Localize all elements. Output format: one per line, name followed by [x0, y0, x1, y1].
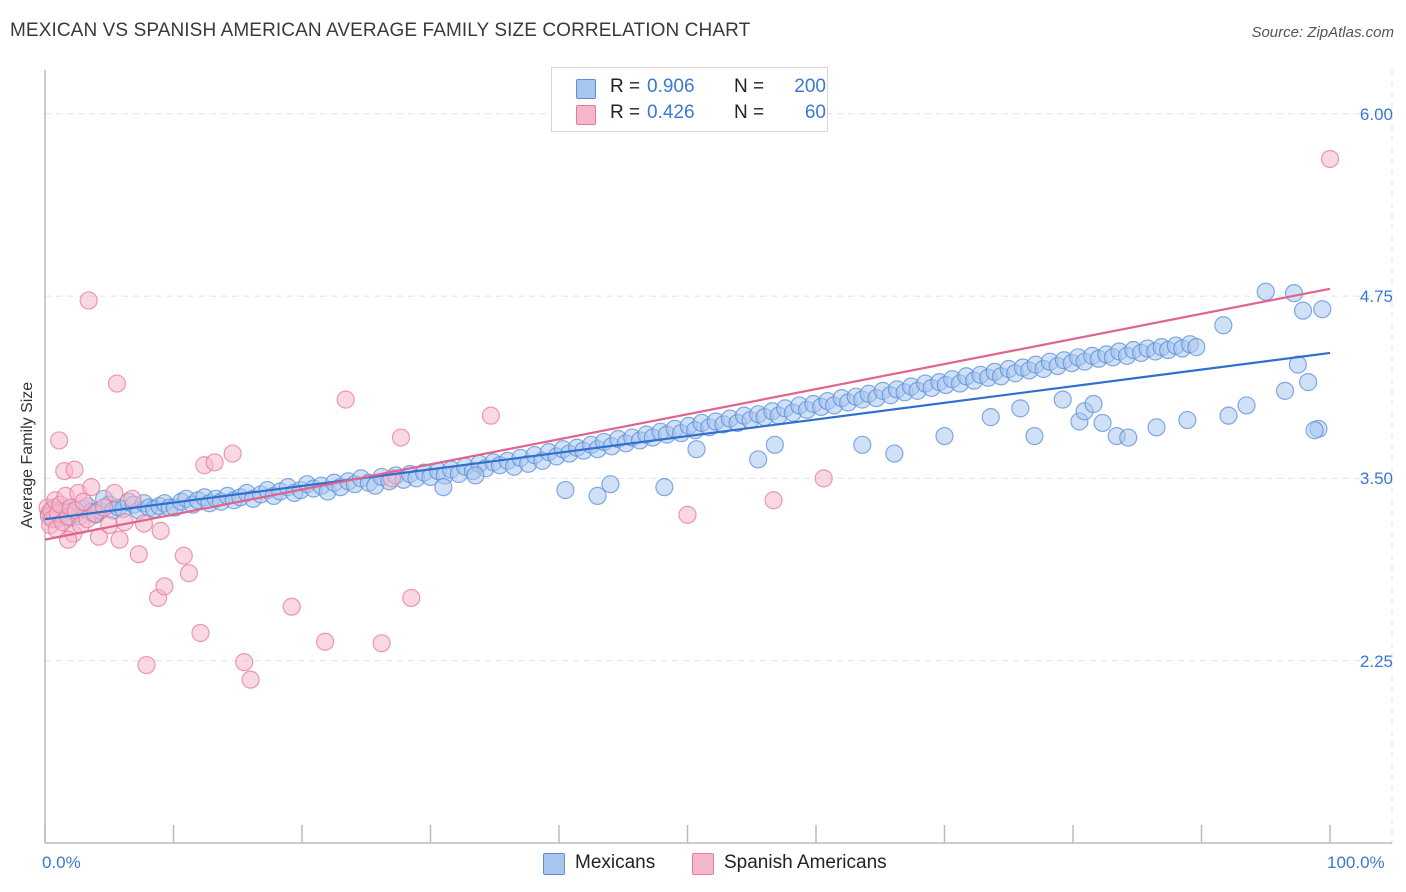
- spanish-americans-point: [105, 483, 124, 503]
- mexicans-point: [1237, 396, 1256, 415]
- spanish-americans-point: [110, 530, 129, 549]
- legend-label: Mexicans: [575, 852, 656, 873]
- spanish-americans-point: [1320, 149, 1340, 169]
- spanish-americans-point: [814, 469, 833, 488]
- spanish-americans-point: [95, 498, 114, 517]
- chart-title: MEXICAN VS SPANISH AMERICAN AVERAGE FAMI…: [10, 20, 751, 41]
- mexicans-point: [1214, 316, 1233, 335]
- mexicans-point: [1284, 284, 1304, 303]
- n-label: N =: [734, 76, 765, 97]
- mexicans-point: [466, 466, 485, 485]
- mexicans-point: [434, 478, 453, 497]
- mexicans-point: [853, 435, 872, 454]
- mexicans-point: [765, 435, 784, 454]
- axes: [44, 70, 1392, 844]
- mexicans-point: [601, 475, 620, 494]
- legend-label: Spanish Americans: [724, 852, 887, 873]
- mexicans-point: [687, 440, 706, 459]
- x-tick-label-min: 0.0%: [42, 853, 81, 872]
- y-tick-label: 2.25: [1359, 651, 1393, 671]
- spanish-americans-point: [282, 597, 301, 616]
- mexicans-point: [1219, 406, 1238, 425]
- mexicans-point: [749, 450, 768, 469]
- trendlines: [44, 287, 1331, 541]
- mexicans-point: [1299, 373, 1318, 392]
- mexicans-point: [1187, 338, 1206, 357]
- mexicans-point: [1119, 428, 1138, 447]
- r-value: 0.426: [647, 102, 695, 123]
- mexicans-point: [981, 408, 1000, 427]
- spanish-americans-point: [134, 514, 154, 533]
- mexicans-point: [885, 444, 904, 463]
- spanish-americans-point: [372, 634, 391, 653]
- mexicans-point: [1025, 426, 1044, 446]
- y-tick-label: 4.75: [1359, 287, 1393, 307]
- y-tick-label: 6.00: [1359, 104, 1393, 124]
- spanish-americans-point: [336, 390, 355, 409]
- mexicans-points: [39, 282, 1332, 529]
- r-value: 0.906: [647, 76, 695, 97]
- y-tick-label: 3.50: [1359, 469, 1393, 489]
- pink-swatch-icon: [576, 105, 596, 125]
- blue-swatch-icon: [543, 853, 565, 875]
- mexicans-point: [588, 486, 607, 505]
- mexicans-point: [1093, 413, 1112, 433]
- spanish-americans-point: [205, 453, 224, 472]
- mexicans-point: [1305, 421, 1324, 440]
- spanish-americans-point: [50, 431, 69, 450]
- gridlines: [45, 70, 1393, 843]
- source-label: Source: ZipAtlas.com: [1251, 24, 1394, 41]
- spanish-americans-point: [391, 428, 411, 447]
- spanish-americans-point: [402, 588, 421, 608]
- spanish-americans-point: [678, 505, 697, 524]
- mexicans-point: [556, 480, 575, 500]
- spanish-americans-point: [316, 632, 335, 651]
- spanish-americans-point: [241, 670, 260, 689]
- spanish-americans-point: [65, 460, 84, 479]
- spanish-americans-point: [179, 564, 199, 583]
- n-value: 200: [794, 76, 826, 97]
- spanish-americans-point: [123, 489, 142, 508]
- correlation-legend: R = 0.906 N = 200 R = 0.426 N = 60: [551, 67, 828, 132]
- spanish-americans-point: [151, 521, 170, 540]
- mexicans-point: [1011, 399, 1030, 418]
- spanish-americans-point: [107, 374, 127, 393]
- spanish-americans-point: [82, 478, 101, 497]
- spanish-americans-point: [129, 545, 148, 564]
- mexicans-point: [1053, 390, 1072, 409]
- spanish-americans-point: [74, 492, 93, 511]
- spanish-americans-point: [481, 406, 500, 425]
- spanish-americans-point: [764, 491, 783, 510]
- n-label: N =: [734, 102, 765, 123]
- spanish-americans-point: [155, 577, 174, 596]
- spanish-americans-point: [137, 655, 156, 675]
- spanish-americans-point: [191, 623, 210, 643]
- spanish-americans-point: [79, 291, 98, 310]
- mexicans-point: [655, 478, 674, 497]
- mexicans-point: [1293, 301, 1313, 320]
- mexicans-point: [1275, 381, 1295, 400]
- mexicans-point: [1084, 394, 1103, 414]
- spanish-americans-trendline: [44, 287, 1331, 541]
- mexicans-point: [1178, 410, 1197, 430]
- r-label: R =: [610, 102, 641, 123]
- n-value: 60: [804, 102, 826, 123]
- mexicans-point: [935, 426, 954, 446]
- mexicans-point: [1256, 282, 1275, 301]
- mexicans-trendline: [44, 351, 1331, 521]
- blue-swatch-icon: [576, 79, 596, 99]
- mexicans-point: [1313, 300, 1332, 319]
- spanish-americans-point: [223, 444, 242, 463]
- r-label: R =: [610, 76, 641, 97]
- mexicans-point: [1147, 418, 1166, 437]
- x-tick-label-max: 100.0%: [1327, 853, 1385, 872]
- spanish-americans-point: [235, 653, 254, 672]
- spanish-americans-point: [174, 546, 193, 565]
- pink-swatch-icon: [692, 853, 714, 875]
